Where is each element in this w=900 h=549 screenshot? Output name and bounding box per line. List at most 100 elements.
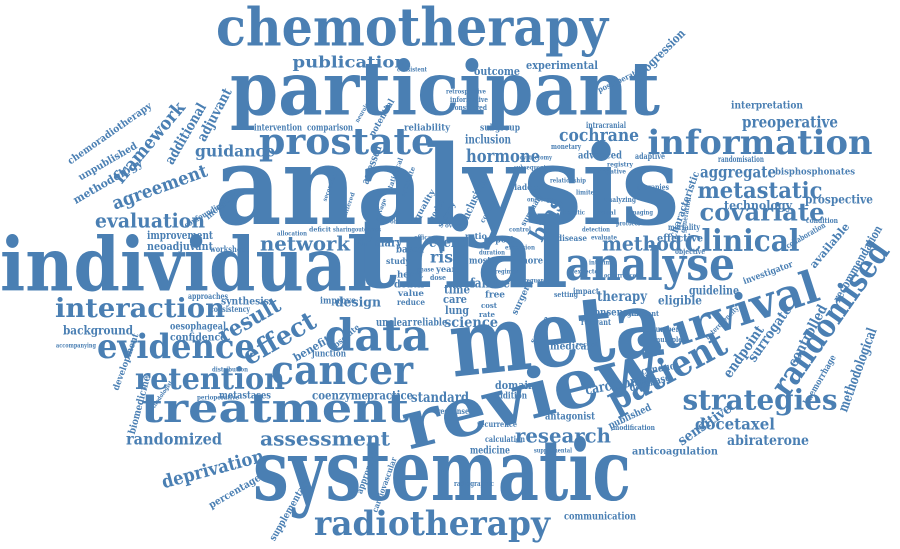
word-unclear: unclear xyxy=(376,316,412,329)
word-observed: observed xyxy=(390,219,419,226)
word-approaches: approaches xyxy=(188,291,228,301)
word-care: care xyxy=(443,293,467,306)
word-retrospective: retrospective xyxy=(446,89,486,96)
word-science: science xyxy=(444,315,498,331)
word-inclusion: inclusion xyxy=(465,133,511,147)
word-metastatic: metastatic xyxy=(698,178,823,204)
word-significant: significant xyxy=(621,309,660,318)
word-analyse: analyse xyxy=(565,237,735,291)
word-primary: primary xyxy=(358,236,403,250)
word-improve: improve xyxy=(320,297,356,307)
word-prostate: prostate xyxy=(259,121,435,163)
word-evaluate: evaluate xyxy=(591,235,617,242)
word-aggregate: aggregate xyxy=(700,163,776,182)
word-subgroup: subgroup xyxy=(480,124,520,134)
word-medical: medical xyxy=(550,342,590,353)
word-detection: detection xyxy=(582,227,611,234)
word-docetaxel: docetaxel xyxy=(695,415,775,434)
word-interaction: interaction xyxy=(55,294,225,324)
word-relationship: relationship xyxy=(550,178,586,185)
word-oncology: oncology xyxy=(527,197,553,204)
word-ratio: ratio xyxy=(465,231,488,241)
word-effective: effective xyxy=(657,234,703,245)
word-interim: interim xyxy=(589,260,612,267)
word-technology: technology xyxy=(724,199,793,213)
word-design: design xyxy=(335,296,382,311)
word-allocation: allocation xyxy=(277,231,308,238)
word-phase: phase xyxy=(416,267,434,274)
word-bladder: bladder xyxy=(509,182,542,192)
word-adaptive: adaptive xyxy=(635,151,665,161)
word-network: network xyxy=(260,232,351,256)
word-publication: publication xyxy=(293,53,408,72)
word-advanced: advanced xyxy=(578,151,622,162)
word-analysis: analysis xyxy=(215,121,680,250)
word-informative: informative xyxy=(450,95,488,104)
word-randomized: randomized xyxy=(126,430,222,449)
word-methodological: methodological xyxy=(835,326,880,414)
word-risk: risk xyxy=(430,248,465,267)
word-mortality: mortality xyxy=(668,222,700,232)
word-eligible: eligible xyxy=(658,294,702,308)
word-assessment: assessment xyxy=(260,427,391,451)
word-workshop: workshop xyxy=(209,244,246,254)
word-data: data xyxy=(325,311,430,362)
word-free: free xyxy=(485,291,505,301)
word-regimen: regimen xyxy=(495,269,520,276)
word-radiotherapy: radiotherapy xyxy=(314,504,551,544)
word-outcome: outcome xyxy=(474,65,520,78)
word-study: study xyxy=(386,256,410,266)
word-guideline: guideline xyxy=(689,284,739,298)
word-clinical: clinical xyxy=(685,224,800,259)
word-cystectomy: cystectomy xyxy=(520,155,552,162)
word-failure: failure xyxy=(470,277,510,292)
word-objective: objective xyxy=(675,247,705,256)
word-response: response xyxy=(437,406,469,416)
word-hormone: hormone xyxy=(466,146,540,167)
word-communication: communication xyxy=(564,512,637,523)
word-time: time xyxy=(444,283,470,297)
word-subsequent: subsequent xyxy=(514,165,546,172)
word-abiraterone: abiraterone xyxy=(727,433,809,449)
word-expected: expected xyxy=(574,269,603,276)
word-systematic: systematic xyxy=(253,421,631,520)
word-condition: condition xyxy=(806,216,838,225)
word-antagonist: antagonist xyxy=(545,412,595,423)
word-rate: rate xyxy=(479,310,496,319)
word-lung: lung xyxy=(445,304,469,317)
word-perioperative: perioperative xyxy=(197,395,239,402)
word-hepatic: hepatic xyxy=(563,210,585,217)
word-considered: considered xyxy=(451,103,487,112)
word-limited: limited xyxy=(576,190,599,197)
word-registry: registry xyxy=(607,162,634,169)
word-extension: extension xyxy=(505,245,536,252)
word-interpretation: interpretation xyxy=(731,101,804,112)
word-report: report xyxy=(486,236,515,246)
word-oesophageal: oesophageal xyxy=(170,322,226,333)
word-experimental: experimental xyxy=(526,59,598,72)
word-reliable: reliable xyxy=(413,318,447,329)
word-synthesis: synthesis xyxy=(221,297,269,308)
word-addition: addition xyxy=(493,392,527,402)
word-heart: heart xyxy=(397,271,424,281)
word-recent: recent xyxy=(576,342,598,349)
word-based: based xyxy=(396,245,424,256)
word-cochrane: cochrane xyxy=(559,125,639,146)
word-dose: dose xyxy=(430,273,446,282)
word-number: number xyxy=(651,324,680,334)
word-event: event xyxy=(429,235,465,251)
word-impact: impact xyxy=(573,286,599,296)
word-modification: modification xyxy=(613,423,655,432)
word-consistent: consistent xyxy=(397,67,427,74)
word-medicine: medicine xyxy=(470,446,510,457)
word-accompanying: accompanying xyxy=(56,343,97,350)
word-reduce: reduce xyxy=(397,297,425,307)
word-practice: practice xyxy=(367,389,413,403)
word-method: method xyxy=(602,232,682,256)
word-occurrence: occurrence xyxy=(604,273,636,280)
word-radiographic: radiographic xyxy=(454,479,494,488)
word-improvement: improvement xyxy=(147,229,214,242)
word-more: more xyxy=(519,257,543,267)
word-relevant: relevant xyxy=(581,317,611,327)
word-value: value xyxy=(397,288,424,298)
